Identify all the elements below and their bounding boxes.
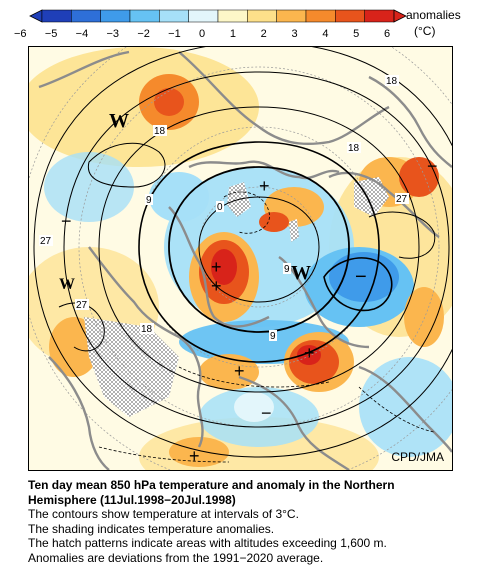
credit-label: CPD/JMA xyxy=(391,450,444,464)
contour-label-27-a: 27 xyxy=(396,194,408,205)
plus-mark-1: + xyxy=(211,257,222,277)
plus-mark-6: + xyxy=(189,446,200,466)
colorbar-cell xyxy=(247,9,277,23)
colorbar-cell xyxy=(305,9,336,23)
contour-label-18-a: 18 xyxy=(154,126,166,137)
colorbar-cell xyxy=(188,9,219,23)
high-altitude-hatch xyxy=(84,177,389,417)
colorbar-tick-label: −4 xyxy=(76,28,89,40)
colorbar-cell xyxy=(217,9,248,23)
colorbar-tick-label: 6 xyxy=(384,28,390,40)
warm-center-w-2: W xyxy=(291,262,311,284)
contour-label-9-a: 9 xyxy=(146,195,152,206)
caption-title-line-1: Ten day mean 850 hPa temperature and ano… xyxy=(28,478,395,492)
colorbar-right-arrow xyxy=(393,9,407,23)
minus-mark-3: − xyxy=(61,211,72,231)
plus-mark-5: + xyxy=(234,361,245,381)
colorbar-cell xyxy=(71,9,101,23)
colorbar-tick-label: 2 xyxy=(261,28,267,40)
colorbar-unit: (°C) xyxy=(414,24,435,38)
colorbar-cell xyxy=(335,9,365,23)
contour-label-27-b: 27 xyxy=(40,236,52,247)
colorbar-tick-label: 5 xyxy=(353,28,359,40)
colorbar-cells xyxy=(41,9,395,23)
plus-mark-2: + xyxy=(211,276,222,296)
warm-center-w-3: W xyxy=(59,276,75,293)
figure-caption: Ten day mean 850 hPa temperature and ano… xyxy=(28,478,468,565)
map-panel: W W W + + + + + + − − − − 18 18 18 27 27… xyxy=(28,46,453,471)
contour-label-9-c: 9 xyxy=(270,331,276,342)
colorbar-title: anomalies xyxy=(406,8,461,22)
center-marks: W W W + + + + + + − − − − xyxy=(59,110,438,466)
colorbar-ticks: −6 −5 −4 −3 −2 −1 0 1 2 3 4 5 6 xyxy=(14,28,390,40)
colorbar-cell xyxy=(364,9,395,23)
colorbar-cell xyxy=(41,9,72,23)
colorbar-cell xyxy=(159,9,189,23)
minus-mark-4: − xyxy=(261,403,272,423)
contour-label-18-d: 18 xyxy=(141,324,153,335)
colorbar-tick-label: 0 xyxy=(199,28,205,40)
contour-label-9-b: 9 xyxy=(284,264,290,275)
minus-mark-2: − xyxy=(427,156,438,176)
colorbar-tick-label: −2 xyxy=(137,28,150,40)
colorbar-tick-label: 1 xyxy=(230,28,236,40)
temperature-contours xyxy=(33,47,452,458)
colorbar-tick-label: 4 xyxy=(322,28,328,40)
plus-mark-4: + xyxy=(304,343,315,363)
contour-labels: 18 18 18 27 27 27 9 9 9 0 18 xyxy=(39,75,409,342)
plus-mark-3: + xyxy=(259,176,270,196)
caption-line-anomalies: Anomalies are deviations from the 1991−2… xyxy=(28,550,324,565)
warm-center-w-1: W xyxy=(109,110,129,132)
contour-label-27-c: 27 xyxy=(76,300,88,311)
colorbar-tick-label: −3 xyxy=(107,28,120,40)
caption-line-hatch: The hatch patterns indicate areas with a… xyxy=(28,536,387,550)
colorbar-tick-label: 3 xyxy=(292,28,298,40)
colorbar-left-arrow xyxy=(29,9,43,23)
contour-label-0: 0 xyxy=(217,202,223,213)
contour-label-18-c: 18 xyxy=(386,76,398,87)
colorbar-tick-label: −5 xyxy=(45,28,58,40)
polar-stereographic-map: W W W + + + + + + − − − − 18 18 18 27 27… xyxy=(29,47,452,470)
anomaly-colorbar: −6 −5 −4 −3 −2 −1 0 1 2 3 4 5 6 anomalies (°C) xyxy=(14,8,461,40)
dashed-contours xyxy=(98,191,435,463)
colorbar-cell xyxy=(100,9,131,23)
colorbar-tick-label: −6 xyxy=(14,28,27,40)
caption-line-contours: The contours show temperature at interva… xyxy=(28,507,299,521)
colorbar-tick-label: −1 xyxy=(168,28,181,40)
colorbar-cell xyxy=(276,9,307,23)
minus-mark-1: − xyxy=(355,266,367,288)
caption-line-shading: The shading indicates temperature anomal… xyxy=(28,521,275,536)
colorbar-cell xyxy=(129,9,160,23)
contour-label-18-b: 18 xyxy=(348,143,360,154)
caption-title-line-2: Hemisphere (11Jul.1998−20Jul.1998) xyxy=(28,492,236,507)
